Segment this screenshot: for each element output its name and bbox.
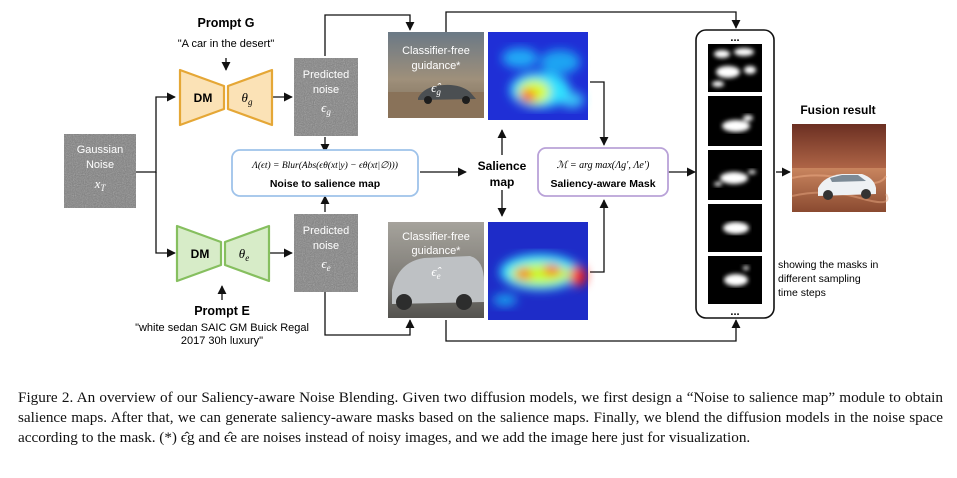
svg-text:ϵ̂e: ϵ̂e — [431, 264, 441, 281]
theta-e: θ — [239, 246, 246, 261]
mask-note-line2: different sampling — [778, 273, 861, 285]
prompt-g-text: "A car in the desert" — [178, 38, 275, 50]
diffusion-model-g: DM θg — [178, 68, 274, 127]
diffusion-model-e: DM θe — [175, 224, 271, 283]
svg-text:ϵe: ϵe — [321, 256, 330, 273]
dm-e-label: DM — [191, 247, 210, 261]
theta-g-sub: g — [248, 97, 253, 107]
cfg-e-line2: guidance* — [412, 245, 462, 257]
eps-e: ϵ — [321, 256, 327, 271]
cfg-image-e: Classifier-free guidance* ϵ̂e — [388, 222, 484, 318]
mask-dots-top: ... — [730, 32, 739, 44]
gaussian-var-sub: T — [100, 183, 106, 193]
mask-module-title: Saliency-aware Mask — [550, 178, 655, 190]
svg-text:θe: θe — [239, 246, 249, 263]
eps-e-sub: e — [327, 263, 331, 273]
svg-text:ϵ̂g: ϵ̂g — [431, 80, 441, 97]
mask-step-4 — [708, 204, 762, 252]
salience-label-line1: Salience — [478, 159, 527, 173]
saliency-module-title: Noise to salience map — [270, 178, 380, 190]
cfg-g-line1: Classifier-free — [402, 45, 470, 57]
hat-eps-g: ϵ̂ — [431, 80, 441, 95]
gaussian-label-line1: Gaussian — [77, 144, 123, 156]
pred-e-line1: Predicted — [303, 225, 349, 237]
prompt-e-text-line1: "white sedan SAIC GM Buick Regal — [135, 322, 309, 334]
theta-e-sub: e — [245, 253, 249, 263]
cfg-image-g: Classifier-free guidance* ϵ̂g — [388, 32, 484, 118]
hat-eps-e: ϵ̂ — [431, 264, 441, 279]
salience-heatmap-g — [488, 32, 588, 120]
svg-text:xT: xT — [94, 176, 107, 193]
fusion-result-title: Fusion result — [800, 103, 875, 117]
overview-diagram: Prompt G "A car in the desert" Prompt E … — [64, 11, 889, 347]
mask-dots-bottom: ... — [730, 306, 739, 318]
mask-step-2 — [708, 96, 762, 146]
cfg-g-line2: guidance* — [412, 60, 462, 72]
gaussian-noise-box: Gaussian Noise xT — [64, 134, 136, 208]
fusion-result-image — [791, 124, 889, 212]
svg-text:θg: θg — [242, 90, 253, 107]
salience-label-line2: map — [490, 175, 515, 189]
figure-caption: Figure 2. An overview of our Saliency-aw… — [18, 389, 943, 446]
predicted-noise-e-box: Predicted noise ϵe — [294, 214, 358, 292]
pred-e-line2: noise — [313, 240, 339, 252]
mask-step-3 — [708, 150, 762, 200]
dm-g-label: DM — [194, 91, 213, 105]
mask-step-5 — [708, 256, 762, 304]
noise-to-salience-module: Λ(ϵt) = Blur(Abs(ϵθ(xt|y) − ϵθ(xt|∅))) N… — [231, 149, 419, 197]
saliency-aware-mask-module: ℳ = arg max(Λg′, Λe′) Saliency-aware Mas… — [537, 147, 669, 197]
gaussian-var: x — [94, 176, 101, 191]
prompt-e-text-line2: 2017 30h luxury" — [181, 335, 263, 347]
saliency-formula: Λ(ϵt) = Blur(Abs(ϵθ(xt|y) − ϵθ(xt|∅))) — [251, 160, 398, 171]
eps-g: ϵ — [321, 100, 327, 115]
prompt-g-title: Prompt G — [198, 16, 255, 30]
hat-eps-g-sub: g — [436, 87, 441, 97]
mask-column: ... ... — [695, 29, 775, 319]
salience-heatmap-e — [488, 222, 588, 320]
svg-text:ϵg: ϵg — [321, 100, 331, 117]
mask-formula: ℳ = arg max(Λg′, Λe′) — [557, 160, 650, 171]
cfg-e-line1: Classifier-free — [402, 231, 470, 243]
theta-g: θ — [242, 90, 249, 105]
gaussian-label-line2: Noise — [86, 159, 114, 171]
pred-g-line1: Predicted — [303, 69, 349, 81]
predicted-noise-g-box: Predicted noise ϵg — [294, 58, 358, 136]
mask-note-line3: time steps — [778, 287, 826, 299]
hat-eps-e-sub: e — [437, 271, 441, 281]
eps-g-sub: g — [326, 107, 331, 117]
mask-note-line1: showing the masks in — [778, 259, 879, 271]
prompt-e-title: Prompt E — [194, 304, 250, 318]
mask-step-1 — [708, 44, 762, 92]
connector-lines — [136, 11, 791, 342]
pred-g-line2: noise — [313, 84, 339, 96]
